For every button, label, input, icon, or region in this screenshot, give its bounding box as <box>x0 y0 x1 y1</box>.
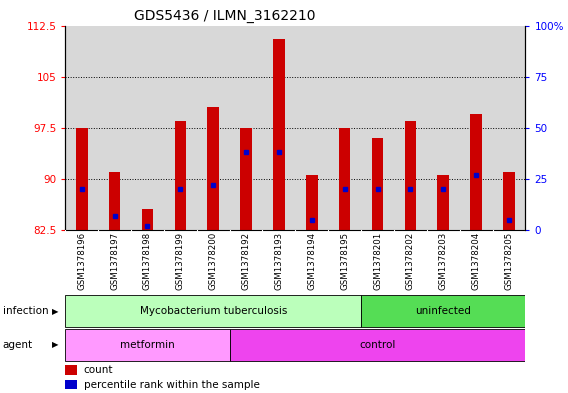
Bar <box>273 39 285 230</box>
Text: uninfected: uninfected <box>415 307 471 316</box>
Bar <box>306 175 318 230</box>
Text: control: control <box>360 340 396 350</box>
Bar <box>339 128 350 230</box>
Bar <box>361 296 525 327</box>
Bar <box>437 175 449 230</box>
Bar <box>229 329 525 361</box>
Text: ▶: ▶ <box>52 340 59 349</box>
Text: GSM1378196: GSM1378196 <box>77 232 86 290</box>
Bar <box>142 209 153 230</box>
Text: GSM1378201: GSM1378201 <box>373 232 382 290</box>
Text: GSM1378195: GSM1378195 <box>340 232 349 290</box>
Text: infection: infection <box>3 307 48 316</box>
Text: GSM1378202: GSM1378202 <box>406 232 415 290</box>
Bar <box>109 172 120 230</box>
Bar <box>404 121 416 230</box>
Text: GSM1378204: GSM1378204 <box>471 232 481 290</box>
Bar <box>65 365 77 375</box>
Bar <box>503 172 515 230</box>
Bar <box>470 114 482 230</box>
Bar <box>174 121 186 230</box>
Text: GSM1378197: GSM1378197 <box>110 232 119 290</box>
Text: GSM1378199: GSM1378199 <box>176 232 185 290</box>
Bar <box>65 296 361 327</box>
Text: GSM1378205: GSM1378205 <box>504 232 513 290</box>
Text: GDS5436 / ILMN_3162210: GDS5436 / ILMN_3162210 <box>134 9 316 23</box>
Text: agent: agent <box>3 340 33 350</box>
Text: GSM1378203: GSM1378203 <box>438 232 448 290</box>
Text: GSM1378194: GSM1378194 <box>307 232 316 290</box>
Bar <box>65 329 229 361</box>
Bar <box>76 128 87 230</box>
Text: Mycobacterium tuberculosis: Mycobacterium tuberculosis <box>140 307 287 316</box>
Text: metformin: metformin <box>120 340 175 350</box>
Text: ▶: ▶ <box>52 307 59 316</box>
Bar <box>207 107 219 230</box>
Bar <box>65 380 77 389</box>
Text: GSM1378198: GSM1378198 <box>143 232 152 290</box>
Bar <box>372 138 383 230</box>
Text: GSM1378192: GSM1378192 <box>241 232 250 290</box>
Text: GSM1378200: GSM1378200 <box>208 232 218 290</box>
Text: count: count <box>83 365 113 375</box>
Text: GSM1378193: GSM1378193 <box>274 232 283 290</box>
Text: percentile rank within the sample: percentile rank within the sample <box>83 380 260 389</box>
Bar <box>240 128 252 230</box>
